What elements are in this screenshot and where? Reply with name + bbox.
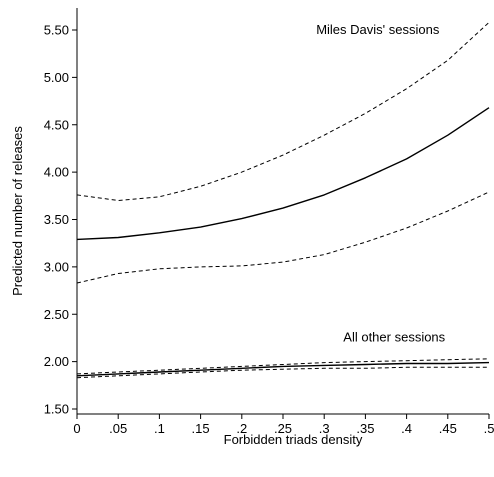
series-line-others-ci [76, 366, 489, 379]
y-tick-label: 2.00 [44, 354, 69, 369]
y-tick-label: 5.50 [44, 23, 69, 38]
y-tick-label: 3.00 [44, 259, 69, 274]
y-tick-label: 4.00 [44, 165, 69, 180]
annotations: Miles Davis' sessions All other sessions [316, 22, 445, 345]
x-tick-label: .35 [356, 421, 374, 436]
x-tick-label: .2 [236, 421, 247, 436]
x-tick-label: .25 [274, 421, 292, 436]
x-tick-label: .3 [319, 421, 330, 436]
y-tick-label: 4.50 [44, 117, 69, 132]
series-line-others-ci [76, 358, 490, 375]
y-tick-label: 3.50 [44, 212, 69, 227]
y-axis-title: Predicted number of releases [10, 126, 25, 296]
y-tick-label: 2.50 [44, 307, 69, 322]
x-ticks: 0 .05 .1 .15 .2 .25 .3 .35 .4 .45 .5 [73, 414, 494, 436]
series-line-miles-ci [76, 22, 490, 201]
x-tick-label: .1 [154, 421, 165, 436]
x-tick-label: .05 [109, 421, 127, 436]
plot-area [76, 22, 490, 379]
series-line-miles-ci [76, 191, 490, 284]
series-line-miles-estimate [76, 107, 490, 241]
annotation-other-sessions: All other sessions [343, 330, 445, 345]
y-tick-label: 1.50 [44, 402, 69, 417]
x-tick-label: .15 [192, 421, 210, 436]
x-tick-label: .4 [401, 421, 412, 436]
annotation-miles-davis: Miles Davis' sessions [316, 22, 440, 37]
y-ticks: 1.50 2.00 2.50 3.00 3.50 4.00 4.50 5.00 5.50 [44, 23, 77, 417]
series-line-others-estimate [76, 361, 490, 377]
x-tick-label: .45 [439, 421, 457, 436]
x-axis-title: Forbidden triads density [224, 432, 363, 447]
x-tick-label: 0 [73, 421, 80, 436]
y-tick-label: 5.00 [44, 70, 69, 85]
x-tick-label: .5 [484, 421, 494, 436]
